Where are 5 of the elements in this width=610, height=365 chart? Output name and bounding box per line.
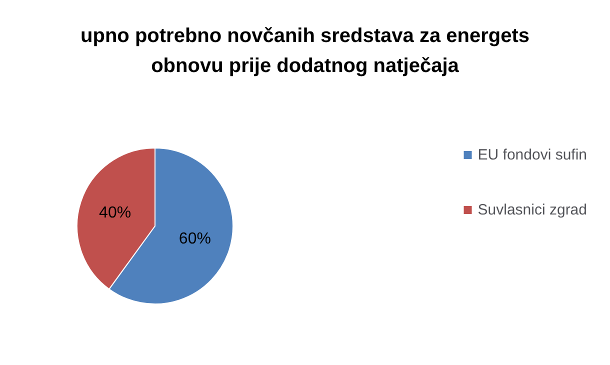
data-label: 60% [178,230,211,248]
legend-label: Suvlasnici zgrad [478,202,587,218]
data-label: 40% [99,204,132,222]
legend-label: EU fondovi sufin [478,146,588,164]
chart-title: upno potrebno novčanih sredstava za energets obnovu prije dodatnog natječaja [80,25,530,77]
